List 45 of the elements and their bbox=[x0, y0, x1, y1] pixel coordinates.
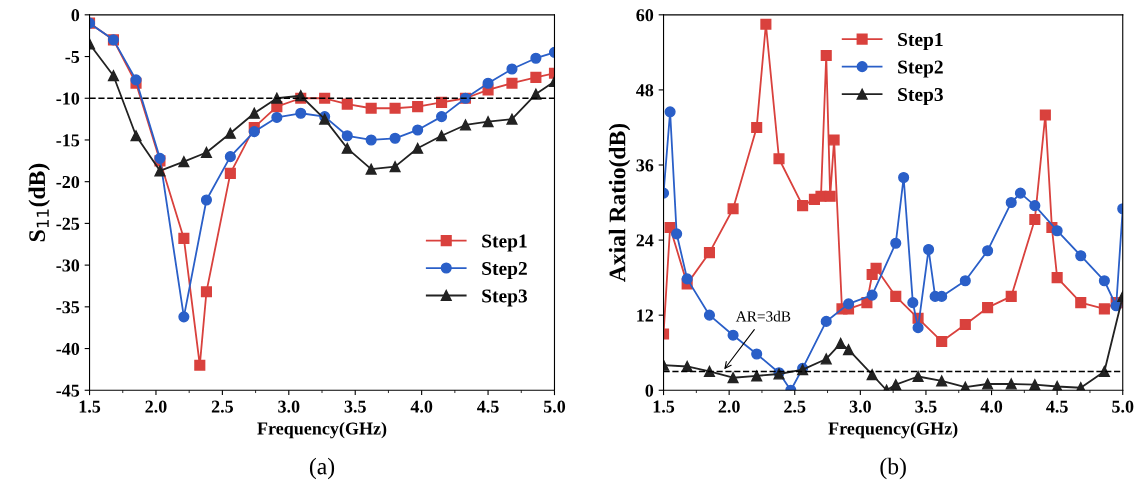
x-tick-label: 1.5 bbox=[79, 400, 101, 413]
x-tick-label: 4.5 bbox=[477, 400, 499, 413]
y-tick-label: -45 bbox=[56, 384, 80, 397]
x-tick-label: 2.5 bbox=[211, 400, 234, 413]
legend-label: Step2 bbox=[482, 261, 527, 279]
y-tick-label: -20 bbox=[56, 175, 80, 189]
annotation: AR=3dB bbox=[735, 310, 791, 322]
legend-label: Step2 bbox=[898, 60, 943, 78]
y-tick-label: -25 bbox=[56, 217, 80, 230]
x-tick-label: 5.0 bbox=[1112, 400, 1134, 413]
x-tick-label: 2.0 bbox=[718, 400, 740, 413]
legend-label: Step3 bbox=[898, 88, 943, 106]
y-tick-label: 48 bbox=[636, 84, 654, 97]
legend-label: Step1 bbox=[898, 33, 943, 51]
x-tick-label: 3.0 bbox=[278, 400, 300, 413]
x-tick-label: 2.5 bbox=[784, 400, 806, 413]
text: (b) bbox=[880, 457, 906, 480]
x-tick-label: 3.5 bbox=[344, 400, 366, 413]
text: (a) bbox=[309, 457, 335, 480]
x-axis-title: Frequency(GHz) bbox=[828, 421, 958, 439]
y-axis-title: Axial Ratio(dB) bbox=[608, 123, 631, 282]
y-tick-label: -30 bbox=[56, 259, 80, 272]
x-tick-label: 5.0 bbox=[543, 400, 566, 413]
legend-label: Step3 bbox=[482, 289, 528, 307]
x-tick-label: 3.5 bbox=[915, 400, 937, 413]
y-tick-label: 0 bbox=[645, 384, 654, 397]
x-tick-label: 4.0 bbox=[980, 400, 1003, 413]
y-tick-label: -5 bbox=[65, 50, 80, 63]
x-tick-label: 1.5 bbox=[653, 400, 675, 413]
y-tick-label: -35 bbox=[56, 301, 80, 314]
y-tick-label: 24 bbox=[636, 234, 654, 247]
x-tick-label: 4.0 bbox=[410, 400, 433, 413]
x-tick-label: 3.0 bbox=[849, 400, 871, 413]
y-tick-label: 36 bbox=[636, 159, 654, 172]
y-tick-label: 0 bbox=[71, 9, 80, 22]
y-tick-label: 60 bbox=[636, 9, 654, 22]
y-tick-label: -40 bbox=[56, 342, 80, 355]
x-tick-label: 4.5 bbox=[1046, 400, 1068, 413]
y-tick-label: -10 bbox=[56, 92, 80, 105]
y-tick-label: 12 bbox=[637, 309, 654, 322]
legend-label: Step1 bbox=[482, 234, 527, 252]
x-tick-label: 2.0 bbox=[145, 400, 167, 413]
y-tick-label: -15 bbox=[56, 134, 80, 147]
y-axis-title: S$_{11}$(dB) bbox=[28, 163, 50, 242]
x-axis-title: Frequency(GHz) bbox=[257, 421, 387, 439]
